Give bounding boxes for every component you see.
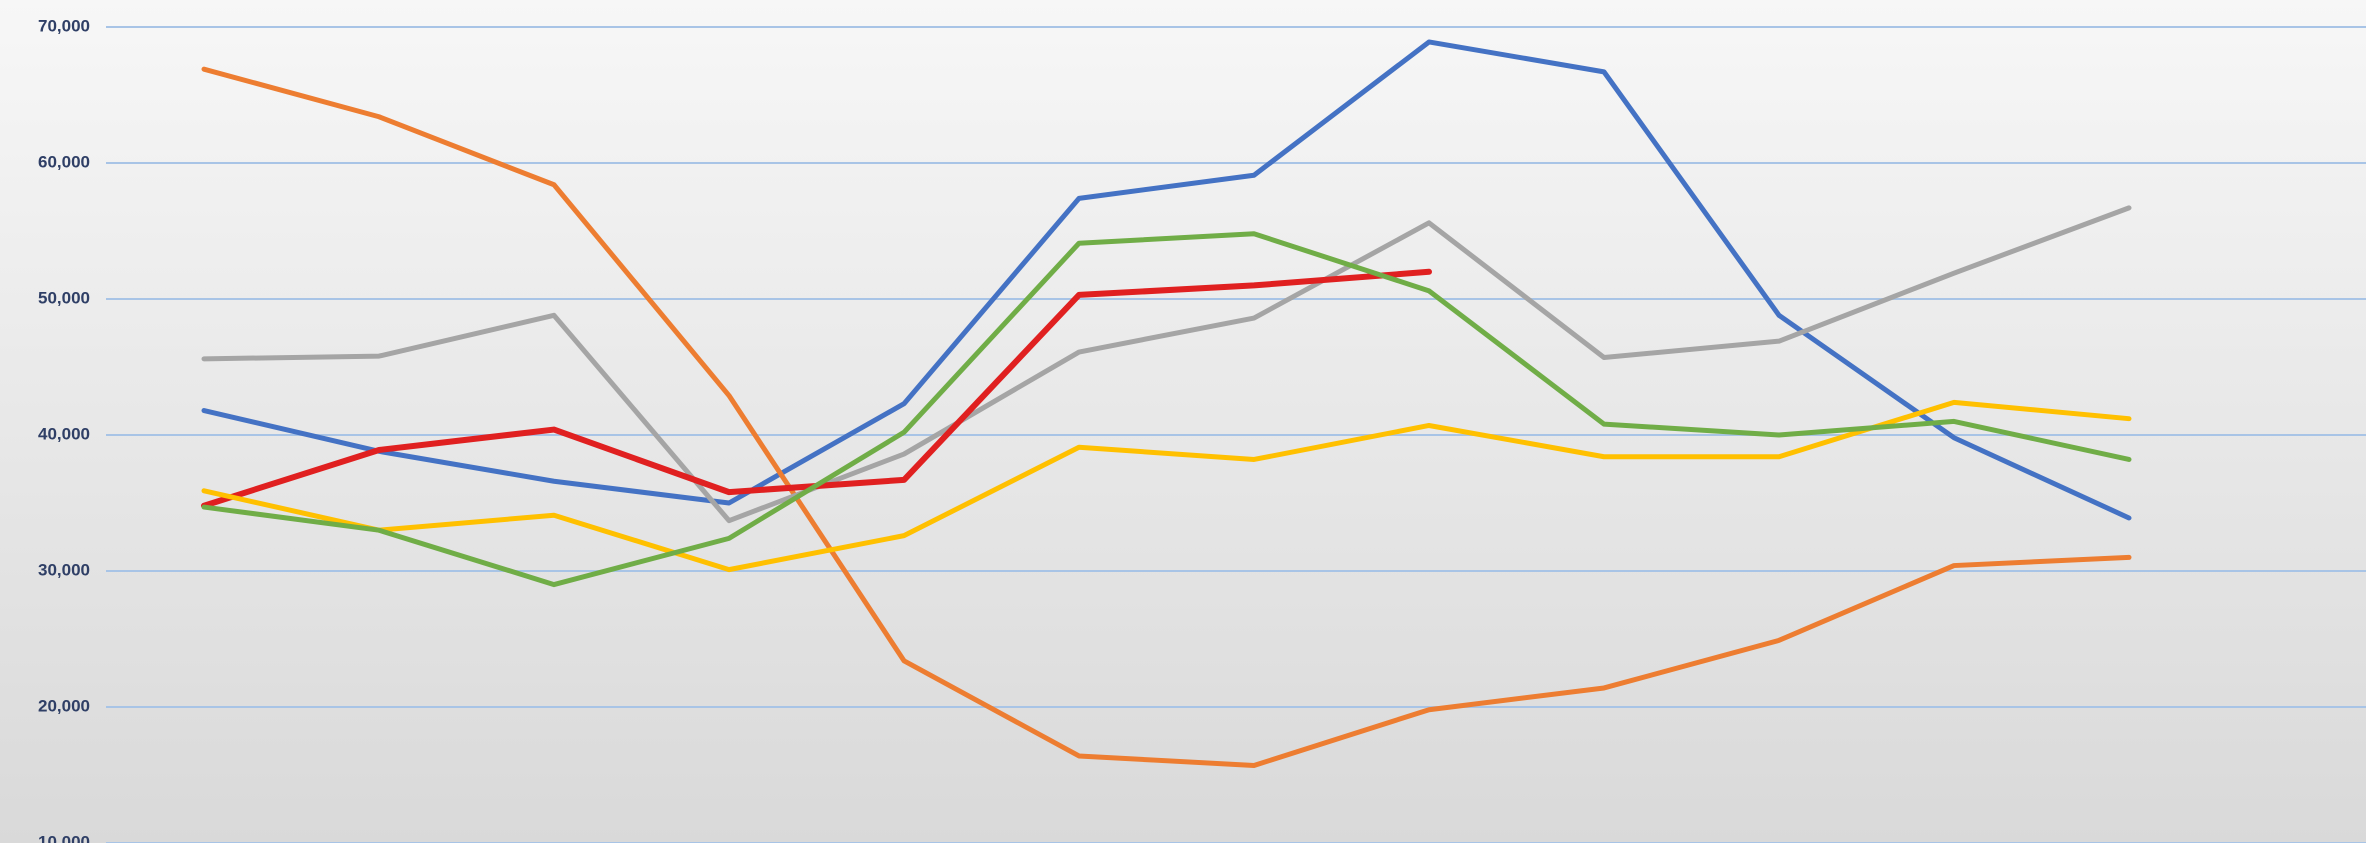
y-tick-label: 60,000: [38, 152, 90, 171]
y-tick-label: 70,000: [38, 16, 90, 35]
series-line: [201, 66, 2132, 768]
y-tick-label: 40,000: [38, 424, 90, 443]
y-tick-label: 10,000: [38, 832, 90, 843]
series-line: [201, 231, 2132, 588]
y-tick-label: 20,000: [38, 696, 90, 715]
y-tick-label: 50,000: [38, 288, 90, 307]
series-line: [201, 399, 2132, 573]
series-line: [201, 39, 2132, 521]
y-tick-label: 30,000: [38, 560, 90, 579]
series-line: [201, 205, 2132, 524]
